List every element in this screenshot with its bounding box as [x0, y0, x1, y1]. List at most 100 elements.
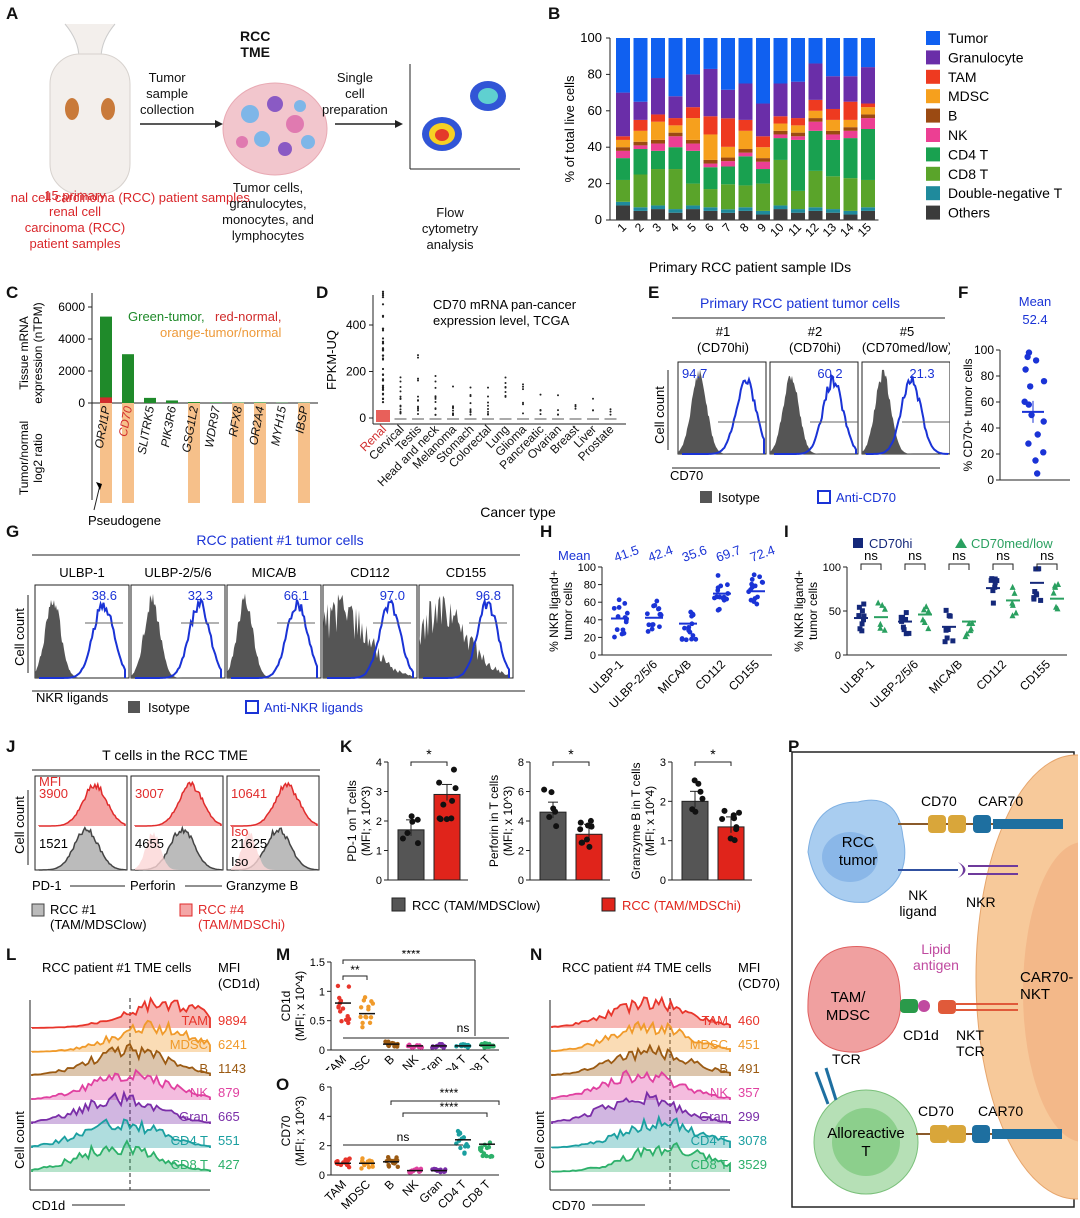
data-point: [335, 983, 341, 989]
percent-value: 66.1: [284, 588, 309, 603]
bar: [717, 826, 745, 881]
legend-anti-label: Anti-CD70: [836, 490, 896, 505]
nkt-tcr-icon: [938, 1000, 956, 1014]
y-tick-label: 4000: [58, 332, 85, 346]
cell-type-label: MDSC: [170, 1037, 208, 1052]
low-point: [968, 625, 975, 632]
data-point: [408, 813, 415, 820]
legend-red-label: (TAM/MDSChi): [198, 917, 285, 932]
gene-label: WDR97: [202, 404, 223, 449]
data-point: [367, 1020, 373, 1025]
bar-segment: [843, 38, 858, 77]
tme-tumor-icon: [222, 82, 328, 176]
legend-label: CD4 T: [948, 146, 989, 162]
tam-low-hist: [38, 826, 126, 871]
anti-cd70-hist: [682, 376, 765, 455]
mfi-value: 665: [218, 1109, 240, 1124]
data-point: [338, 1009, 343, 1014]
bar-segment: [826, 139, 840, 177]
y-axis-label: % NKR ligand+: [547, 570, 561, 652]
x-tick-label: 8: [737, 220, 752, 235]
sig-label: **: [350, 963, 360, 977]
tcr-label: TCR: [832, 1051, 861, 1067]
hi-point: [943, 626, 949, 632]
bar-segment: [703, 210, 718, 220]
outlier-point: [381, 392, 385, 395]
bar-segment: [633, 119, 648, 131]
outlier-point: [504, 395, 507, 398]
cd1d-icon: [900, 999, 918, 1013]
ratio-bar: [254, 403, 266, 503]
outlier-point: [381, 373, 385, 376]
bar-segment: [843, 101, 858, 120]
y-tick-label: 0: [987, 473, 994, 487]
data-point: [336, 1004, 341, 1009]
outlier-point: [487, 410, 489, 413]
hi-point: [1034, 592, 1040, 598]
y-tick-label: 0: [660, 875, 666, 887]
panel-a-schematic: 15 primary renal cell carcinoma (RCC) pa…: [10, 23, 520, 205]
low-point: [877, 624, 884, 631]
legend-iso-swatch: [700, 491, 712, 503]
tam-label: TAM/: [831, 989, 867, 1006]
anti-ligand-hist: [231, 599, 318, 679]
low-point: [966, 620, 973, 627]
data-point: [656, 606, 662, 611]
panel-label-H: H: [540, 522, 553, 541]
bar-segment: [791, 209, 805, 213]
ratio-bar: [232, 403, 244, 503]
data-point: [619, 631, 625, 637]
outlier-point: [417, 395, 419, 398]
outlier-point: [399, 405, 402, 408]
bar-segment: [773, 209, 788, 220]
sig-label: ****: [440, 1086, 459, 1100]
outlier-point: [381, 315, 385, 318]
ridge-hist: [31, 996, 211, 1029]
legend-gray-label: (TAM/MDSClow): [50, 917, 147, 932]
step1-label: Tumor sample collection: [140, 70, 195, 117]
bar-segment: [791, 136, 805, 140]
tumor-bar: [210, 402, 222, 403]
low-point: [1009, 612, 1016, 619]
legend-iso-label: Isotype: [148, 700, 190, 715]
hi-point: [859, 608, 865, 614]
car70-icon: [972, 1125, 990, 1143]
low-point: [923, 603, 930, 610]
outlier-point: [381, 367, 385, 371]
legend-low-label: CD70med/low: [971, 536, 1053, 551]
hi-point: [1038, 597, 1044, 603]
bar-segment: [616, 179, 630, 202]
hi-point: [906, 630, 912, 636]
mfi-value: 357: [738, 1085, 760, 1100]
data-point: [347, 1156, 352, 1161]
hi-point: [860, 617, 866, 623]
outlier-point: [522, 385, 524, 388]
y-tick-label: 0: [319, 1045, 325, 1057]
bar-segment: [738, 149, 753, 153]
bar: [539, 811, 567, 881]
data-point: [436, 779, 443, 786]
outlier-point: [487, 401, 489, 404]
data-point: [693, 636, 699, 642]
data-point: [450, 766, 457, 773]
bar-segment: [826, 209, 840, 213]
data-point: [654, 598, 660, 604]
bar-segment: [686, 38, 700, 75]
data-point: [409, 818, 416, 825]
outlier-point: [557, 394, 559, 397]
bar-segment: [651, 143, 665, 151]
chart-g-nkr-histograms: RCC patient #1 tumor cells ULBP-1 38.6 ULBP…: [12, 532, 525, 715]
legend-label: Double-negative T: [948, 185, 1063, 201]
data-point: [749, 577, 755, 582]
bar-segment: [651, 114, 665, 122]
bar-segment: [808, 38, 823, 64]
ridge-hist: [551, 1043, 731, 1076]
bar-segment: [616, 205, 630, 220]
x-label-2: Perforin: [130, 878, 176, 893]
bar-segment: [633, 141, 648, 146]
x-tick-label: 10: [767, 220, 787, 240]
bar-segment: [721, 166, 735, 185]
y-axis-label: tumor cells: [561, 582, 575, 640]
ligand-name: CD155: [446, 565, 486, 580]
legend-iso-label: Isotype: [718, 490, 760, 505]
